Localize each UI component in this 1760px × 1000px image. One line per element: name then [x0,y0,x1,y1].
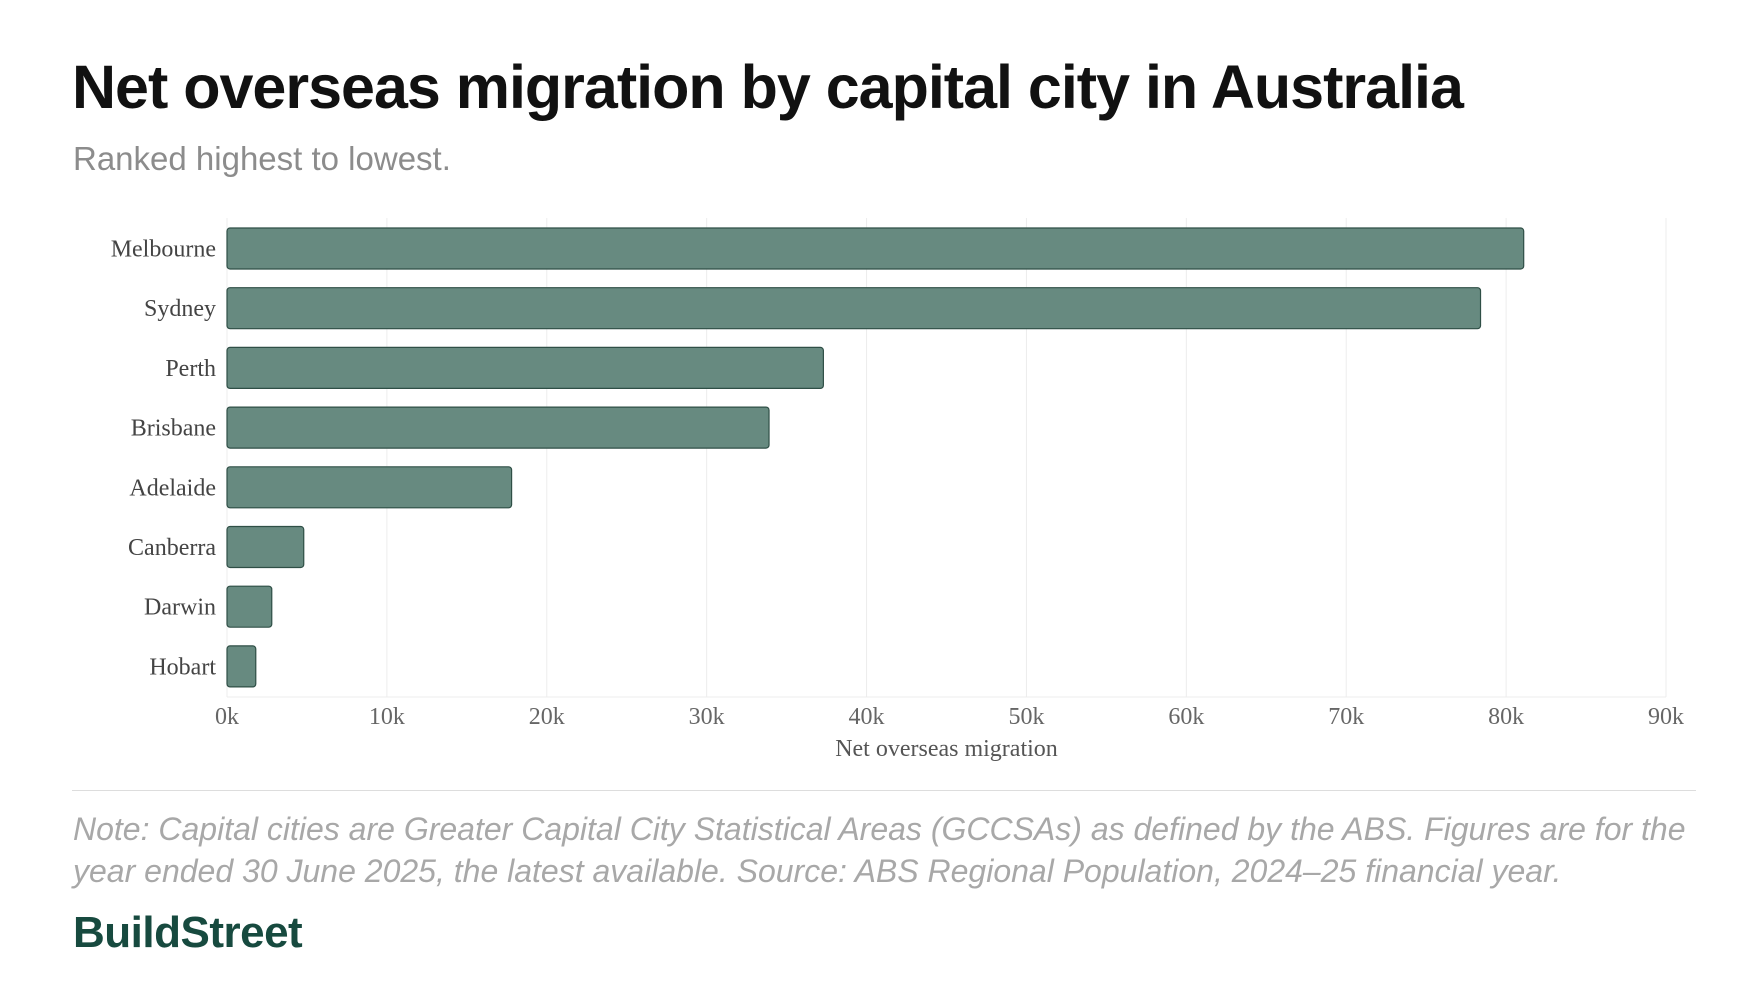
category-label: Canberra [128,535,216,561]
bar-chart: Melbourne Sydney Perth Brisbane Adelaide Canb… [111,218,1684,762]
x-tick-label: 70k [1328,704,1364,730]
bar-darwin [226,585,273,628]
category-label: Perth [165,356,216,382]
footer-divider [72,790,1696,791]
category-label: Adelaide [129,475,216,501]
bar-hobart [226,645,257,688]
brand-logo: BuildStreet [73,908,303,957]
category-label: Darwin [144,595,216,621]
x-axis-title: Net overseas migration [835,736,1058,762]
category-label: Sydney [144,296,216,322]
bar-perth [226,346,824,389]
category-label: Hobart [149,654,216,680]
x-tick-label: 20k [529,704,565,730]
x-tick-label: 40k [849,704,885,730]
category-label: Melbourne [111,237,216,263]
footnote: Note: Capital cities are Greater Capital… [73,811,1686,889]
category-label: Brisbane [131,416,216,442]
x-tick-label: 30k [689,704,725,730]
bar-adelaide [226,466,513,509]
bars [226,227,1525,688]
x-tick-label: 60k [1168,704,1204,730]
x-tick-label: 50k [1008,704,1044,730]
bar-sydney [226,287,1482,330]
bar-canberra [226,525,305,569]
x-tick-label: 10k [369,704,405,730]
x-tick-label: 90k [1648,704,1684,730]
bar-melbourne [226,227,1525,270]
x-axis-ticks: 0k 10k 20k 30k 40k 50k 60k 70k 80k 90k [215,704,1684,730]
chart-title: Net overseas migration by capital city i… [72,53,1464,121]
chart-subtitle: Ranked highest to lowest. [73,140,451,177]
category-labels: Melbourne Sydney Perth Brisbane Adelaide Canb… [111,237,217,681]
bar-brisbane [226,406,770,449]
x-tick-label: 80k [1488,704,1524,730]
x-tick-label: 0k [215,704,239,730]
